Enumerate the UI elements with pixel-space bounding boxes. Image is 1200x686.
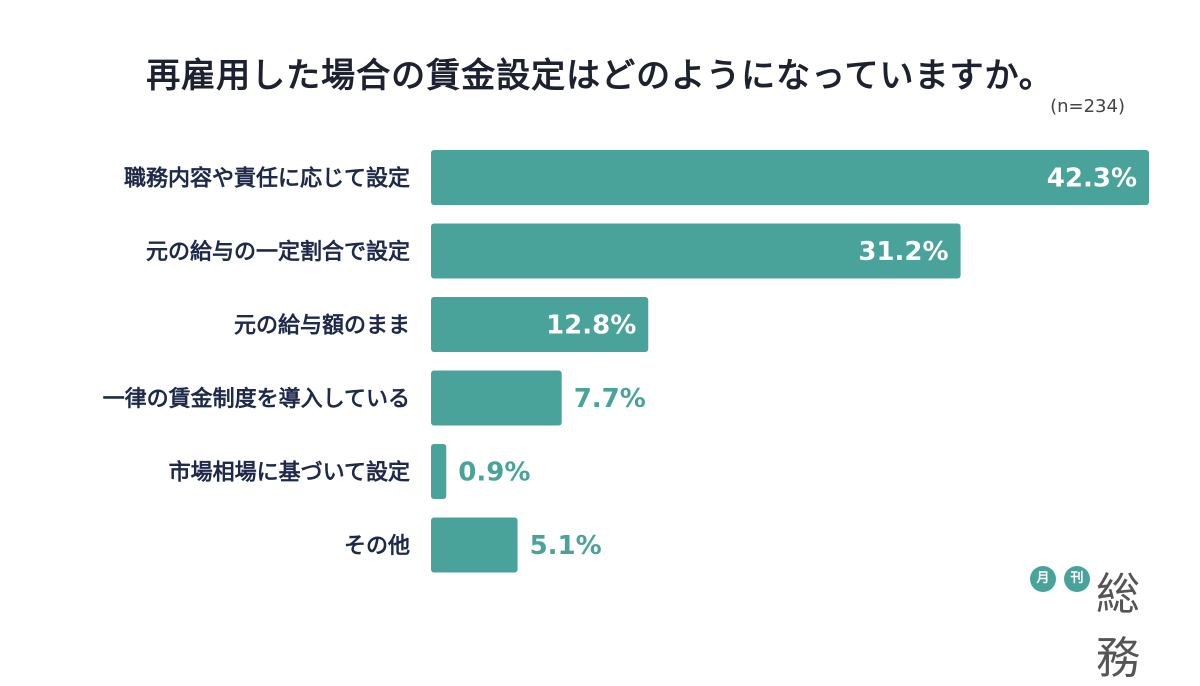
brand-badge-month: 月 <box>1030 566 1056 592</box>
bar <box>431 370 562 426</box>
bar <box>431 444 447 499</box>
category-label: その他 <box>344 534 410 559</box>
category-label: 一律の賃金制度を導入している <box>103 386 410 412</box>
value-label: 5.1% <box>530 531 602 561</box>
category-label: 元の給与の一定割合で設定 <box>146 239 410 265</box>
value-label: 42.3% <box>1047 164 1137 194</box>
bar <box>431 517 518 573</box>
value-label: 12.8% <box>546 311 636 341</box>
brand-name: 総務 <box>1096 569 1141 684</box>
bar <box>431 150 1149 205</box>
bar <box>431 223 961 279</box>
category-label: 職務内容や責任に応じて設定 <box>124 166 410 192</box>
category-label: 元の給与額のまま <box>234 313 410 339</box>
sample-size-note: (n=234) <box>1050 96 1125 117</box>
bar <box>431 297 649 352</box>
chart-title: 再雇用した場合の賃金設定はどのようになっていますか。 <box>146 56 1054 96</box>
category-label: 市場相場に基づいて設定 <box>169 460 410 486</box>
brand-badge-publication: 刊 <box>1064 566 1090 592</box>
value-label: 7.7% <box>574 384 646 414</box>
bar-chart: 職務内容や責任に応じて設定 42.3% 元の給与の一定割合で設定 31.2% 元の給与額… <box>103 150 1149 573</box>
value-label: 0.9% <box>458 458 530 488</box>
brand-logo: 月 刊 総務 <box>1030 558 1180 684</box>
value-label: 31.2% <box>858 237 948 267</box>
